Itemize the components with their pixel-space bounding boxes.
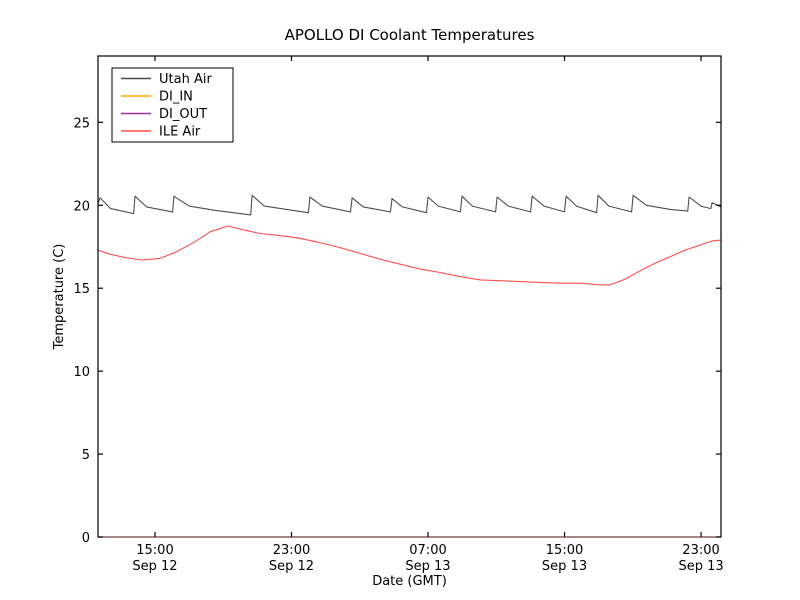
legend-box bbox=[111, 67, 234, 143]
x-tick-label-date: Sep 13 bbox=[542, 559, 587, 574]
x-tick-label-time: 07:00 bbox=[409, 543, 446, 558]
legend-item-di-out: DI_OUT bbox=[121, 107, 207, 122]
series-line-utah-air bbox=[97, 194, 722, 216]
x-tick-label-time: 15:00 bbox=[546, 543, 583, 558]
x-tick-label-date: Sep 13 bbox=[678, 559, 723, 574]
y-tick-label: 0 bbox=[82, 531, 90, 546]
y-tick-label: 5 bbox=[82, 448, 90, 463]
legend-label-di-in: DI_IN bbox=[159, 90, 193, 105]
chart-title: APOLLO DI Coolant Temperatures bbox=[285, 26, 535, 44]
legend-item-ile-air: ILE Air bbox=[121, 125, 201, 140]
legend-label-ile-air: ILE Air bbox=[159, 125, 201, 140]
x-tick-label-date: Sep 12 bbox=[132, 559, 177, 574]
series-line-ile-air bbox=[97, 225, 722, 286]
y-tick-label: 25 bbox=[73, 116, 90, 131]
axes-spines bbox=[97, 55, 722, 538]
x-axis-label: Date (GMT) bbox=[372, 574, 447, 589]
legend-label-utah-air: Utah Air bbox=[159, 72, 212, 87]
y-tick-label: 20 bbox=[73, 199, 90, 214]
x-tick-label-time: 15:00 bbox=[136, 543, 173, 558]
legend-label-di-out: DI_OUT bbox=[159, 107, 207, 122]
y-tick-label: 15 bbox=[73, 282, 90, 297]
x-tick-label-time: 23:00 bbox=[273, 543, 310, 558]
legend-item-di-in: DI_IN bbox=[121, 90, 193, 105]
x-tick-label-time: 23:00 bbox=[682, 543, 719, 558]
y-tick-label: 10 bbox=[73, 365, 90, 380]
y-axis-label: Temperature (C) bbox=[52, 244, 67, 351]
legend: Utah Air DI_IN DI_OUT ILE Air bbox=[111, 67, 234, 143]
x-tick-label-date: Sep 13 bbox=[405, 559, 450, 574]
legend-item-utah-air: Utah Air bbox=[121, 72, 212, 87]
x-tick-label-date: Sep 12 bbox=[269, 559, 314, 574]
